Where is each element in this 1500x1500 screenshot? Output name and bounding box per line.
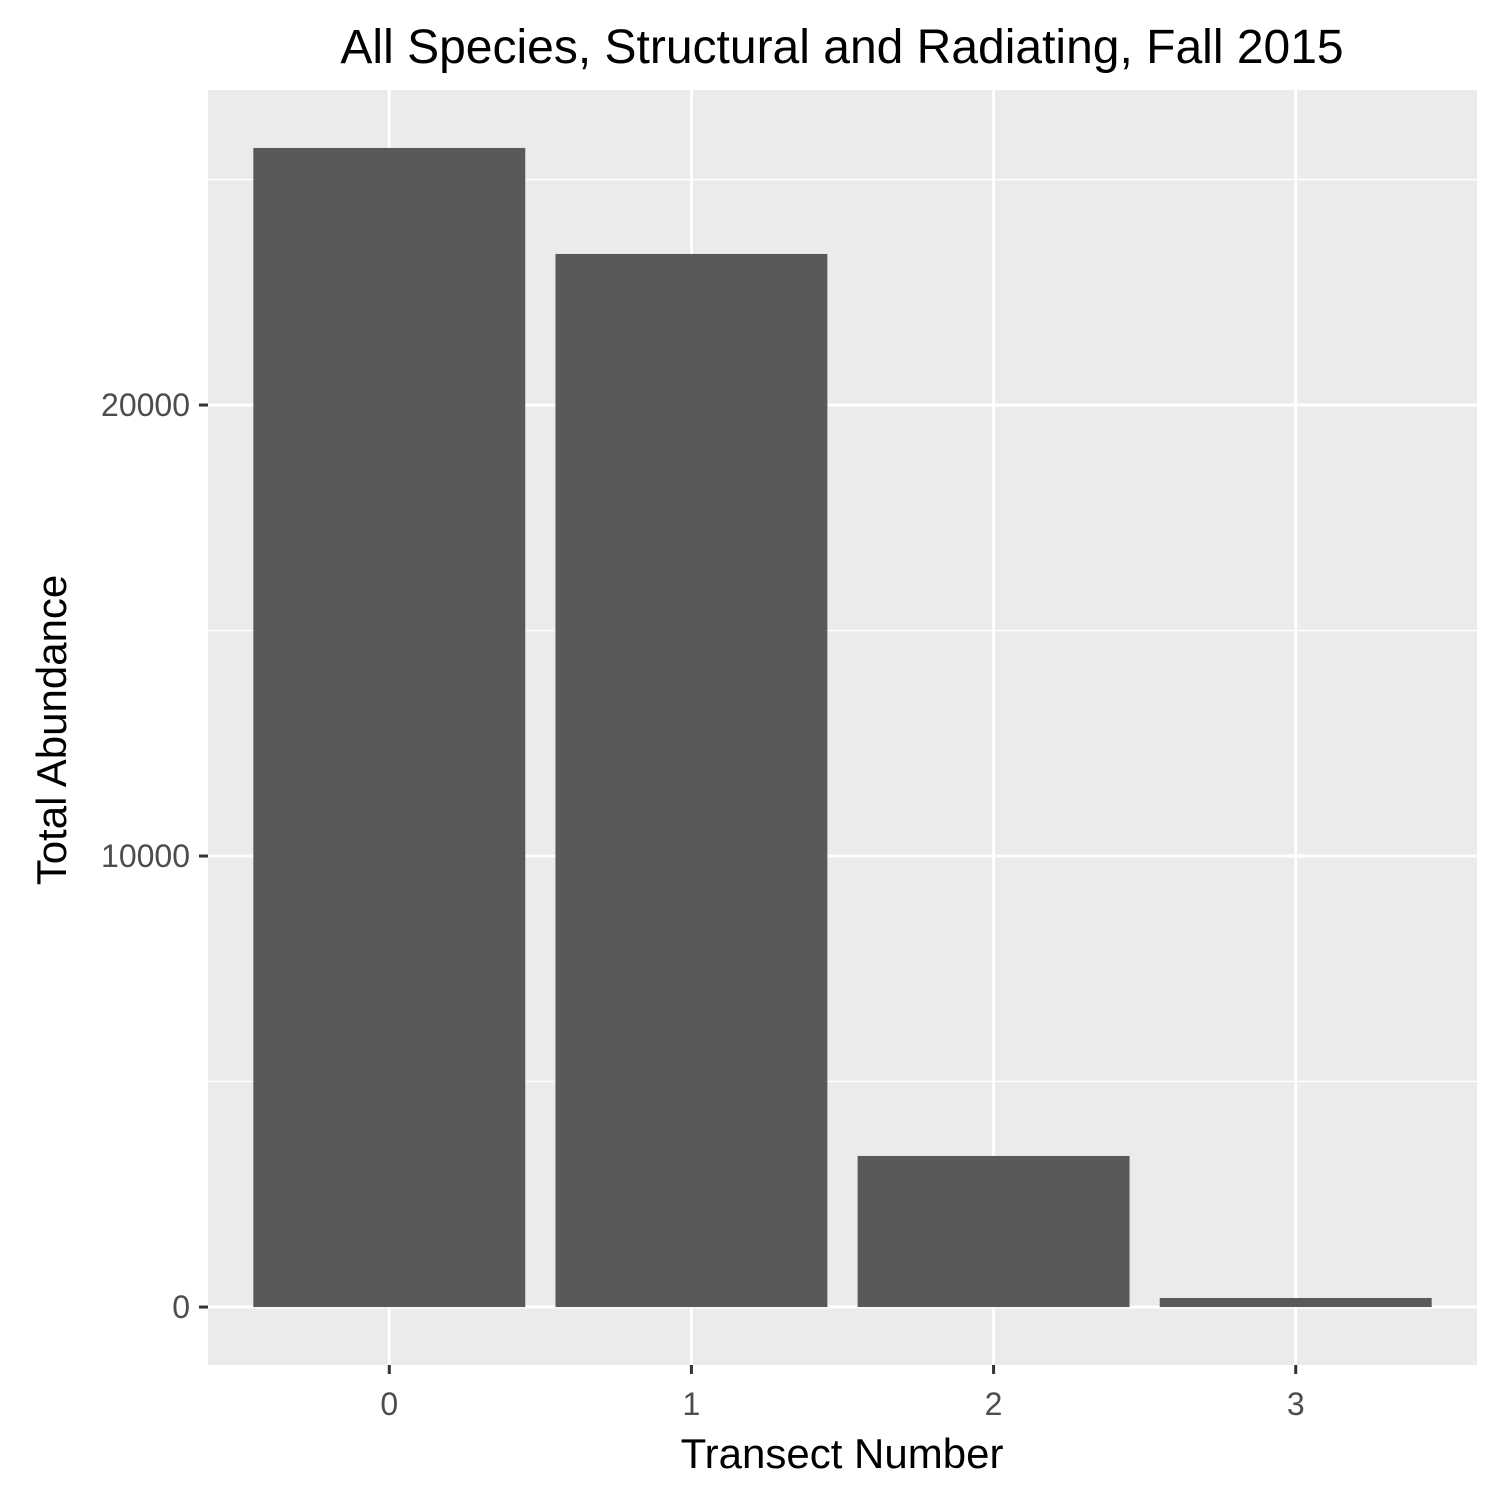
y-tick-label: 20000	[101, 387, 190, 423]
y-tick-label: 0	[172, 1289, 190, 1325]
x-tick-label: 1	[683, 1386, 701, 1422]
x-tick-label: 3	[1287, 1386, 1305, 1422]
bar-3	[1159, 1298, 1432, 1308]
x-axis: 0 1 2 3	[380, 1365, 1305, 1422]
bar-0	[253, 147, 526, 1308]
y-axis: 0 10000 20000	[101, 387, 208, 1325]
y-tick-label: 10000	[101, 838, 190, 874]
bar-1	[555, 253, 828, 1308]
x-tick-label: 2	[985, 1386, 1003, 1422]
x-tick-label: 0	[380, 1386, 398, 1422]
bars	[253, 147, 1432, 1308]
y-axis-title: Total Abundance	[28, 575, 75, 886]
chart-title: All Species, Structural and Radiating, F…	[340, 21, 1343, 74]
x-axis-title: Transect Number	[681, 1430, 1004, 1477]
bar-2	[857, 1155, 1130, 1308]
